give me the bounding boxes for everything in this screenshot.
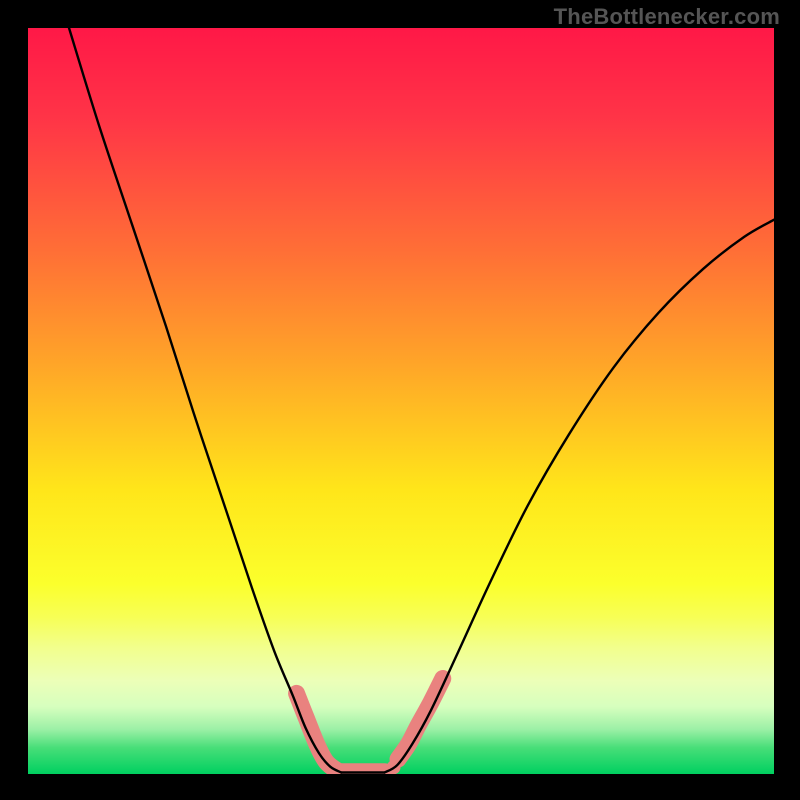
border-left [0,0,28,800]
border-right [774,0,800,800]
bottleneck-chart [0,0,800,800]
watermark-text: TheBottlenecker.com [554,4,780,30]
border-bottom [0,774,800,800]
plot-background [28,28,774,774]
